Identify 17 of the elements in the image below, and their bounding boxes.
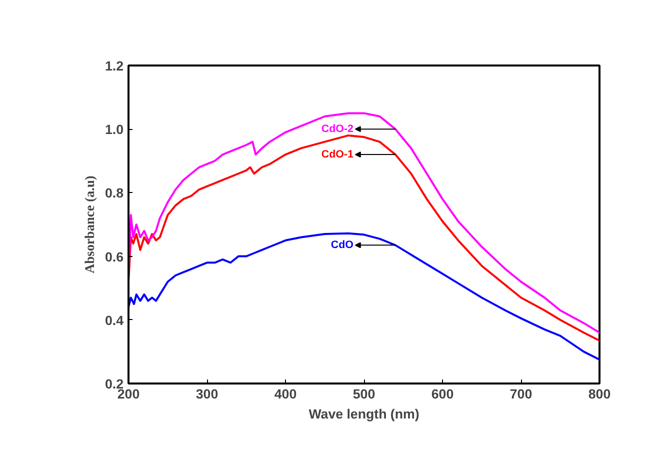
x-tick-label: 800 [588, 386, 611, 402]
y-tick-label: 0.8 [104, 186, 124, 201]
series-label: CdO-2 [321, 123, 354, 136]
y-tick-label: 1.0 [104, 122, 124, 138]
x-tick-label: 400 [274, 386, 297, 402]
x-tick-label: 300 [196, 386, 218, 402]
x-tick-label: 500 [352, 386, 376, 402]
y-tick-label: 0.6 [104, 249, 124, 264]
x-tick-label: 700 [510, 386, 532, 402]
y-tick-label: 1.2 [104, 58, 124, 74]
x-axis-title: Wave length (nm) [308, 406, 420, 422]
series-label: CdO [330, 239, 354, 252]
x-tick-label: 600 [431, 386, 454, 402]
line-series [128, 232, 600, 361]
series-label: CdO-1 [321, 148, 354, 161]
y-tick-label: 0.4 [104, 312, 124, 328]
y-axis-title: Absorbance (a.u) [82, 176, 97, 274]
